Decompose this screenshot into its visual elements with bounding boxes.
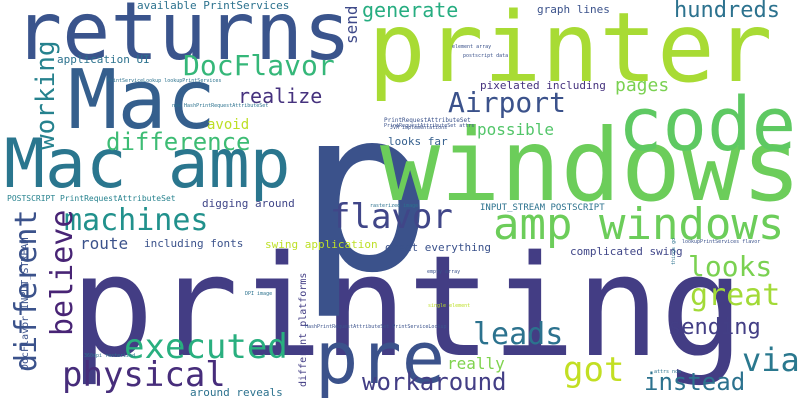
cloud-word: send [342,5,361,44]
cloud-word: physical [62,355,226,395]
cloud-word: working [31,40,61,150]
cloud-word: application UI [57,53,150,66]
cloud-word: swing application [265,238,378,251]
cloud-word: hundreds [674,0,780,23]
cloud-word: executed [124,327,288,367]
cloud-word: looks far [388,135,448,148]
cloud-word: HashPrintRequestAttributeSet PrintServic… [305,324,447,330]
cloud-word: pre [315,316,446,400]
cloud-word: great [690,278,781,313]
cloud-word: printing [70,226,745,389]
cloud-word: JVM implementations [390,125,448,131]
cloud-word: single element [428,303,471,309]
cloud-word: windows [380,107,800,224]
cloud-word: realize [238,84,323,108]
cloud-word: lookupPrintServices flavor [682,239,761,245]
cloud-word: workaround [362,368,507,396]
cloud-word: things go [671,237,677,265]
cloud-word: rasterized image [370,203,419,209]
cloud-word: really [447,354,505,373]
cloud-word: complicated swing [570,245,683,258]
cloud-word: DocFlavor [183,49,335,82]
cloud-word: returns [14,0,352,78]
cloud-word: Mac amp [4,125,291,204]
cloud-word: POSTSCRIPT PrintRequestAttributeSet [7,194,176,203]
cloud-word: DPI image [245,291,273,297]
cloud-word: printer [368,0,773,104]
cloud-word: 360dpi rasterized [84,353,136,359]
cloud-word: Airport [448,86,567,119]
cloud-word: DocFlavor INPUT_STREAM [20,237,31,370]
cloud-word: available PrintServices [137,0,290,12]
cloud-word: difference [106,128,251,156]
cloud-word: empty array [427,269,461,275]
cloud-word: graph lines [537,3,610,16]
cloud-word: route [80,234,129,253]
cloud-word: pages [615,75,670,96]
cloud-word: PrintServiceLookup lookupPrintServices [107,78,222,84]
cloud-word: Mac [68,53,217,148]
cloud-word: INPUT_STREAM POSTSCRIPT [480,203,605,213]
cloud-word: p [298,61,434,323]
cloud-word: got [563,350,625,390]
cloud-word: sending [668,315,761,340]
cloud-word: instead [644,368,746,396]
cloud-word: leads [473,317,564,352]
cloud-word: flavor [330,197,453,237]
cloud-word: postscript data [463,53,509,59]
cloud-word: amp windows [493,199,785,250]
cloud-word: pixelated including [480,79,606,92]
cloud-word: code [618,82,797,168]
cloud-word: including fonts [144,237,244,250]
cloud-word: possible [477,120,555,139]
cloud-word: believe [45,209,80,336]
cloud-word: attrs now [654,369,682,375]
cloud-word: via [742,341,800,379]
cloud-word: PrintRequestAttributeSet attrs [384,123,475,129]
cloud-word: avoid [207,117,250,133]
cloud-word: looks [688,250,773,283]
cloud-word: great everything [385,241,491,254]
cloud-word: element array [452,44,492,50]
cloud-word: generate [362,0,459,22]
cloud-word: machines [64,203,209,238]
cloud-word: around reveals [190,386,283,399]
cloud-word: PrintRequestAttributeSet [384,117,471,124]
cloud-word: digging around [202,197,295,210]
cloud-word: new HashPrintRequestAttributeSet [172,103,269,109]
